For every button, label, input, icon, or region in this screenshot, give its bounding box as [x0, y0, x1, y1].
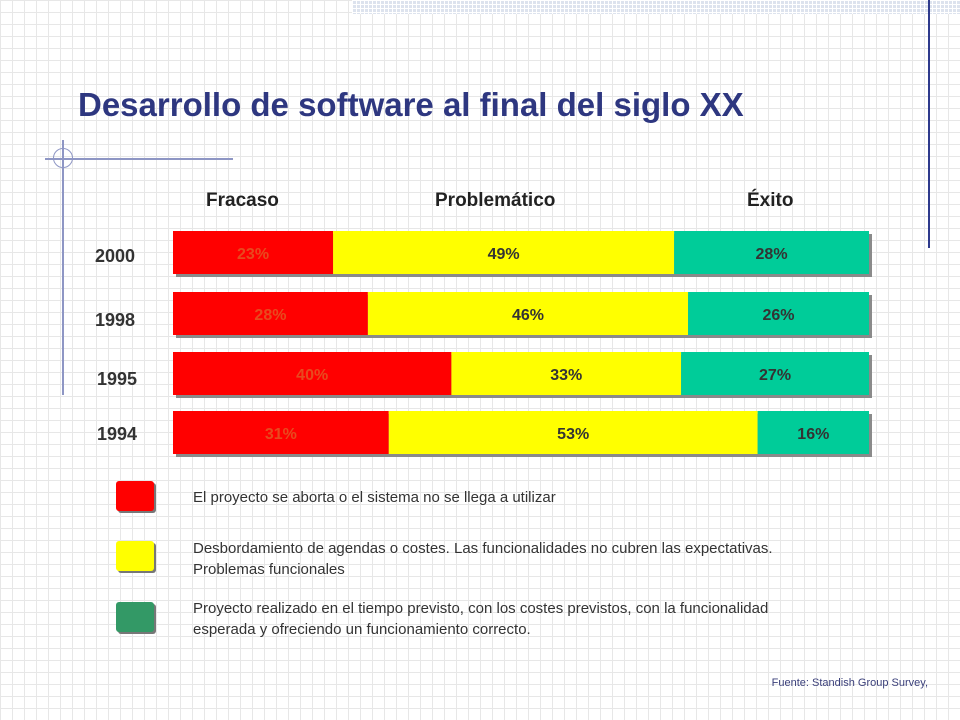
data-label-exito-1994: 16% — [797, 426, 829, 443]
category-label-1995: 1995 — [97, 369, 138, 389]
data-label-exito-1995: 27% — [759, 367, 791, 384]
bar-fracaso-1995 — [173, 352, 452, 395]
data-label-fracaso-2000: 23% — [237, 246, 269, 263]
data-label-fracaso-1995: 40% — [296, 367, 328, 384]
bar-problematico-2000 — [333, 231, 675, 274]
decorative-circle — [53, 148, 73, 168]
legend-text-fracaso: El proyecto se aborta o el sistema no se… — [193, 489, 556, 506]
data-label-problematico-2000: 49% — [488, 246, 520, 263]
bar-exito-1994 — [757, 411, 869, 454]
decorative-pattern-band — [352, 0, 960, 14]
bar-fracaso-1994 — [173, 411, 389, 454]
decorative-vertical-line — [928, 0, 930, 248]
legend-text-exito: Proyecto realizado en el tiempo previsto… — [193, 600, 769, 638]
decorative-horizontal-line — [45, 158, 233, 160]
data-label-problematico-1998: 46% — [512, 307, 544, 324]
series-header-problematico: Problemático — [435, 190, 556, 211]
series-header-exito: Éxito — [747, 190, 794, 211]
data-label-exito-2000: 28% — [756, 246, 788, 263]
legend-swatch-green — [116, 602, 154, 632]
bar-fracaso-2000 — [173, 231, 334, 274]
slide-title: Desarrollo de software al final del sigl… — [78, 86, 744, 123]
data-label-problematico-1995: 33% — [550, 367, 582, 384]
bar-problematico-1995 — [451, 352, 682, 395]
bar-fracaso-1998 — [173, 292, 368, 335]
legend-swatch-yellow — [116, 541, 154, 571]
series-header-fracaso: Fracaso — [206, 190, 279, 211]
bar-exito-1998 — [688, 292, 869, 335]
bar-exito-2000 — [674, 231, 869, 274]
category-label-1998: 1998 — [95, 310, 136, 330]
legend-swatch-red — [116, 481, 154, 511]
data-label-fracaso-1994: 31% — [265, 426, 297, 443]
data-label-fracaso-1998: 28% — [254, 307, 286, 324]
bar-exito-1995 — [681, 352, 869, 395]
bar-problematico-1994 — [388, 411, 758, 454]
category-label-1994: 1994 — [97, 424, 138, 444]
legend-text-problematico: Desbordamiento de agendas o costes. Las … — [193, 540, 773, 578]
data-label-problematico-1994: 53% — [557, 426, 589, 443]
source-note: Fuente: Standish Group Survey, — [771, 677, 928, 689]
data-label-exito-1998: 26% — [763, 307, 795, 324]
bar-problematico-1998 — [367, 292, 689, 335]
decorative-left-line — [62, 140, 64, 395]
category-label-2000: 2000 — [95, 246, 136, 266]
